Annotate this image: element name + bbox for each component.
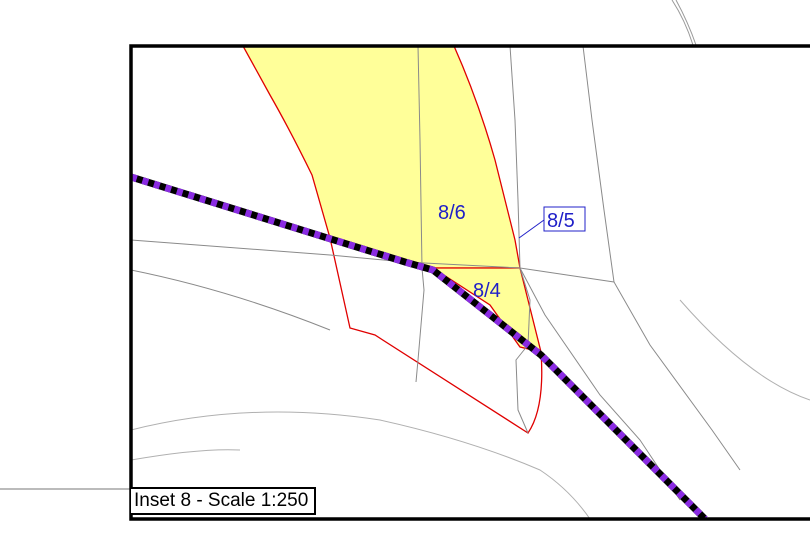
cadastral-lines [131,46,810,519]
plot-label-8-5-box [543,206,586,232]
inset-frame-border [129,44,810,521]
plot-label-8-6: 8/6 [438,202,466,224]
boundary-line [131,173,708,519]
plot-label-8-4: 8/4 [473,280,501,302]
inset-caption: Inset 8 - Scale 1:250 [131,487,317,515]
plot-8-4-lower-outline [329,237,543,434]
plot-label-8-5: 8/5 [547,210,575,232]
plot-8-5-leader [518,219,545,239]
outer-context-lines [0,0,697,490]
plot-8-6-area[interactable] [242,46,521,269]
